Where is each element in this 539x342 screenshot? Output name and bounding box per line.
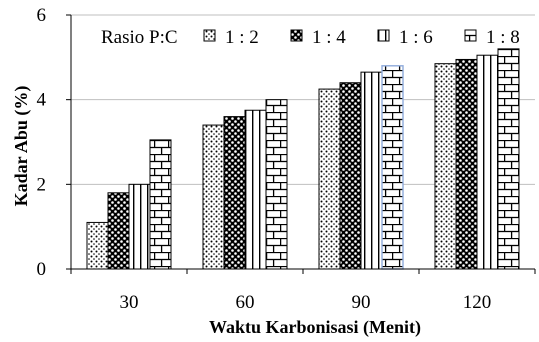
legend-label-3: 1 : 6 — [399, 27, 433, 48]
y-tick-label: 2 — [37, 174, 47, 195]
bar-90-series-2 — [339, 82, 362, 270]
bar-60-series-2 — [223, 116, 246, 270]
bar-120-series-3 — [476, 54, 499, 270]
legend-label-1: 1 : 2 — [225, 27, 259, 48]
bar-30-series-1 — [86, 221, 109, 270]
x-tick-label: 120 — [463, 292, 492, 313]
bar-30-series-4 — [149, 139, 172, 270]
bar-120-series-2 — [455, 58, 478, 270]
legend-swatch-3 — [377, 29, 390, 42]
bar-30-series-3 — [128, 183, 151, 270]
x-axis-title: Waktu Karbonisasi (Menit) — [209, 317, 421, 337]
bar-90-series-3 — [360, 71, 383, 270]
bar-120-series-1 — [434, 63, 457, 270]
bar-120-series-4 — [497, 48, 520, 270]
y-axis-title: Kadar Abu (%) — [11, 86, 32, 207]
bar-30-series-2 — [107, 192, 130, 270]
legend-label-4: 1 : 8 — [486, 27, 520, 48]
legend-swatch-1 — [203, 29, 216, 42]
bar-60-series-4 — [265, 99, 288, 270]
y-tick-label: 6 — [37, 5, 47, 26]
bar-90-series-4 — [381, 65, 404, 270]
y-tick-label: 4 — [37, 90, 47, 111]
x-tick-label: 90 — [352, 292, 371, 313]
x-tick-label: 30 — [120, 292, 139, 313]
bar-60-series-1 — [202, 124, 225, 270]
y-tick-label: 0 — [37, 259, 47, 280]
bar-60-series-3 — [244, 109, 267, 270]
legend-title: Rasio P:C — [101, 27, 178, 48]
legend-swatch-4 — [464, 29, 477, 42]
legend-swatch-2 — [290, 29, 303, 42]
x-tick-label: 60 — [236, 292, 255, 313]
legend-label-2: 1 : 4 — [312, 27, 346, 48]
bar-90-series-1 — [318, 88, 341, 270]
